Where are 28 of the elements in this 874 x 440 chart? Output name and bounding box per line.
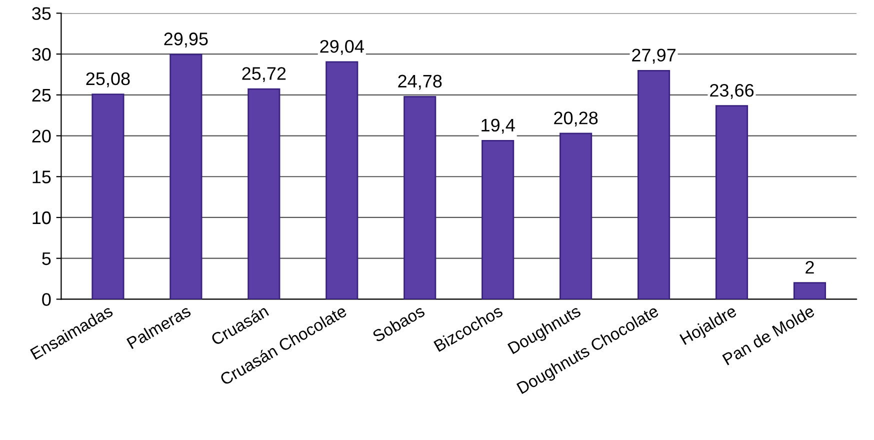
bar [404,96,436,300]
y-tick-label: 5 [42,252,51,266]
bar [637,70,670,300]
bar [793,282,826,300]
data-label: 25,72 [242,67,286,82]
y-tick-label: 15 [32,170,51,184]
y-tick-label: 35 [32,7,51,20]
data-label: 2 [806,260,814,274]
y-tick-label: 10 [32,211,51,224]
bar [482,140,514,300]
bar [560,132,592,300]
data-label: 19,4 [482,118,515,134]
data-label: 23,66 [710,84,754,99]
y-tick-label: 30 [32,48,51,61]
y-tick-label: 25 [32,88,51,102]
data-label: 27,97 [632,48,676,64]
data-label: 24,78 [398,74,442,90]
data-label: 29,04 [320,40,364,55]
bar [248,88,280,300]
data-label: 29,95 [164,32,208,48]
y-tick-label: 20 [32,130,51,142]
bar [326,61,358,300]
bar [170,54,202,300]
y-tick-label: 0 [42,293,51,306]
data-label: 20,28 [554,112,598,126]
bar [715,105,748,300]
data-label: 25,08 [86,72,130,88]
bar [92,94,124,300]
